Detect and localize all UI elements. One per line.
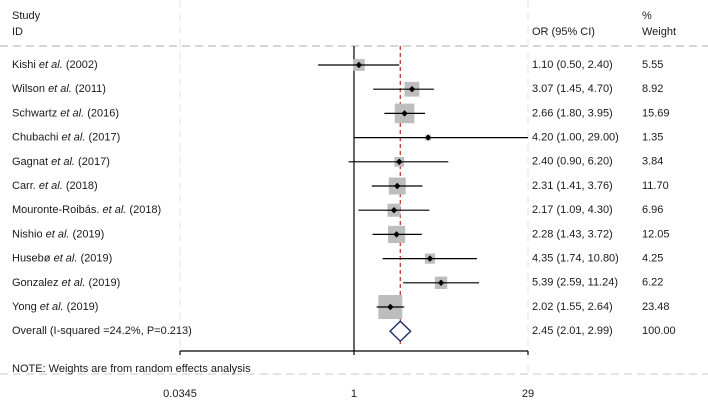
study-or-ci: 2.02 (1.55, 2.64) (532, 301, 613, 313)
point-estimate (396, 158, 403, 165)
note-text: NOTE: Weights are from random effects an… (12, 363, 251, 375)
study-label: Gagnat et al. (2017) (12, 156, 110, 168)
x-tick-label: 1 (351, 388, 357, 400)
overall-or-ci: 2.45 (2.01, 2.99) (532, 325, 613, 337)
study-weight: 15.69 (642, 107, 670, 119)
study-or-ci: 2.17 (1.09, 4.30) (532, 204, 613, 216)
study-weight: 4.25 (642, 253, 663, 265)
header-id: ID (12, 26, 23, 38)
study-label: Chubachi et al. (2017) (12, 132, 120, 144)
study-or-ci: 3.07 (1.45, 4.70) (532, 83, 613, 95)
study-weight: 23.48 (642, 301, 670, 313)
study-label: Husebø et al. (2019) (12, 253, 112, 265)
study-label: Yong et al. (2019) (12, 301, 98, 313)
study-or-ci: 2.66 (1.80, 3.95) (532, 107, 613, 119)
point-estimate (387, 303, 394, 311)
point-estimate (408, 86, 416, 93)
study-weight: 5.55 (642, 59, 663, 71)
header-weight: Weight (642, 26, 676, 38)
study-weight: 8.92 (642, 83, 663, 95)
study-weight: 12.05 (642, 228, 670, 240)
x-tick-label: 29 (522, 388, 534, 400)
point-estimate (437, 279, 445, 286)
study-weight: 6.22 (642, 277, 663, 289)
pooled-diamond (389, 320, 412, 343)
overall-weight: 100.00 (642, 325, 676, 337)
study-or-ci: 4.35 (1.74, 10.80) (532, 253, 619, 265)
point-estimate (401, 110, 408, 117)
study-label: Gonzalez et al. (2019) (12, 277, 120, 289)
point-estimate (393, 231, 400, 238)
study-label: Mouronte-Roibás. et al. (2018) (12, 204, 161, 216)
header-or: OR (95% CI) (532, 26, 595, 38)
study-or-ci: 2.28 (1.43, 3.72) (532, 228, 613, 240)
header-study: Study (12, 10, 41, 22)
study-label: Schwartz et al. (2016) (12, 107, 119, 119)
study-or-ci: 2.31 (1.41, 3.76) (532, 180, 613, 192)
point-estimate (390, 207, 398, 214)
study-weight: 11.70 (642, 180, 669, 192)
study-label: Kishi et al. (2002) (12, 59, 98, 71)
study-or-ci: 1.10 (0.50, 2.40) (532, 59, 613, 71)
point-estimate (426, 255, 434, 262)
x-tick-label: 0.0345 (163, 388, 197, 400)
study-or-ci: 5.39 (2.59, 11.24) (532, 277, 618, 289)
point-estimate (394, 182, 401, 190)
header-weight-percent: % (642, 10, 652, 22)
study-weight: 3.84 (642, 156, 663, 168)
overall-label: Overall (I-squared =24.2%, P=0.213) (12, 325, 192, 337)
study-label: Carr. et al. (2018) (12, 180, 98, 192)
study-weight: 1.35 (642, 132, 663, 144)
point-estimate (424, 134, 432, 141)
study-label: Wilson et al. (2011) (12, 83, 106, 95)
study-label: Nishio et al. (2019) (12, 228, 104, 240)
study-weight: 6.96 (642, 204, 663, 216)
point-estimate (355, 61, 363, 69)
study-or-ci: 4.20 (1.00, 29.00) (532, 132, 619, 144)
study-or-ci: 2.40 (0.90, 6.20) (532, 156, 613, 168)
